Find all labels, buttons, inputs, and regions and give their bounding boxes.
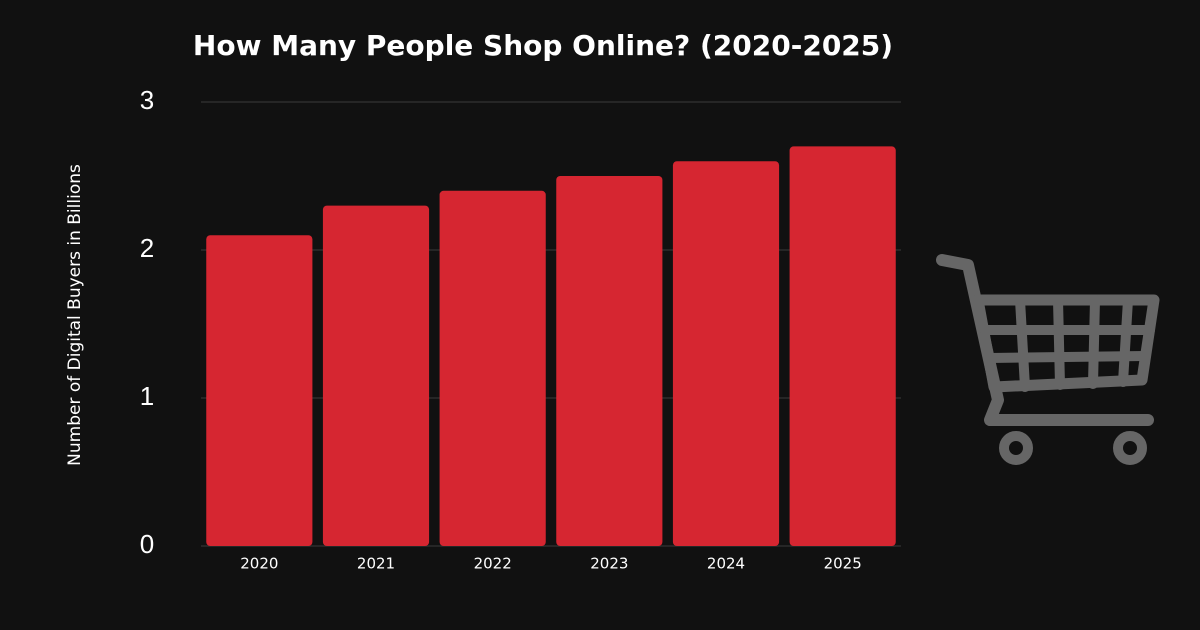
bar [439, 190, 546, 547]
x-tick-label: 2022 [474, 555, 512, 573]
x-tick-label: 2023 [590, 555, 628, 573]
y-tick-label: 2 [140, 233, 154, 263]
chart-title: How Many People Shop Online? (2020-2025) [193, 29, 893, 62]
x-tick-label: 2025 [824, 555, 862, 573]
y-tick-label: 3 [140, 85, 154, 115]
x-tick-label: 2024 [707, 555, 745, 573]
bar [789, 146, 896, 546]
x-tick-label: 2020 [240, 555, 278, 573]
y-axis-label: Number of Digital Buyers in Billions [65, 164, 85, 466]
cart-icon [936, 254, 1160, 465]
bar [206, 235, 313, 546]
bar [672, 161, 780, 546]
bar [322, 205, 430, 546]
y-tick-label: 1 [140, 381, 154, 411]
y-tick-label: 0 [140, 529, 154, 559]
bar [556, 176, 663, 546]
x-tick-label: 2021 [357, 555, 395, 573]
